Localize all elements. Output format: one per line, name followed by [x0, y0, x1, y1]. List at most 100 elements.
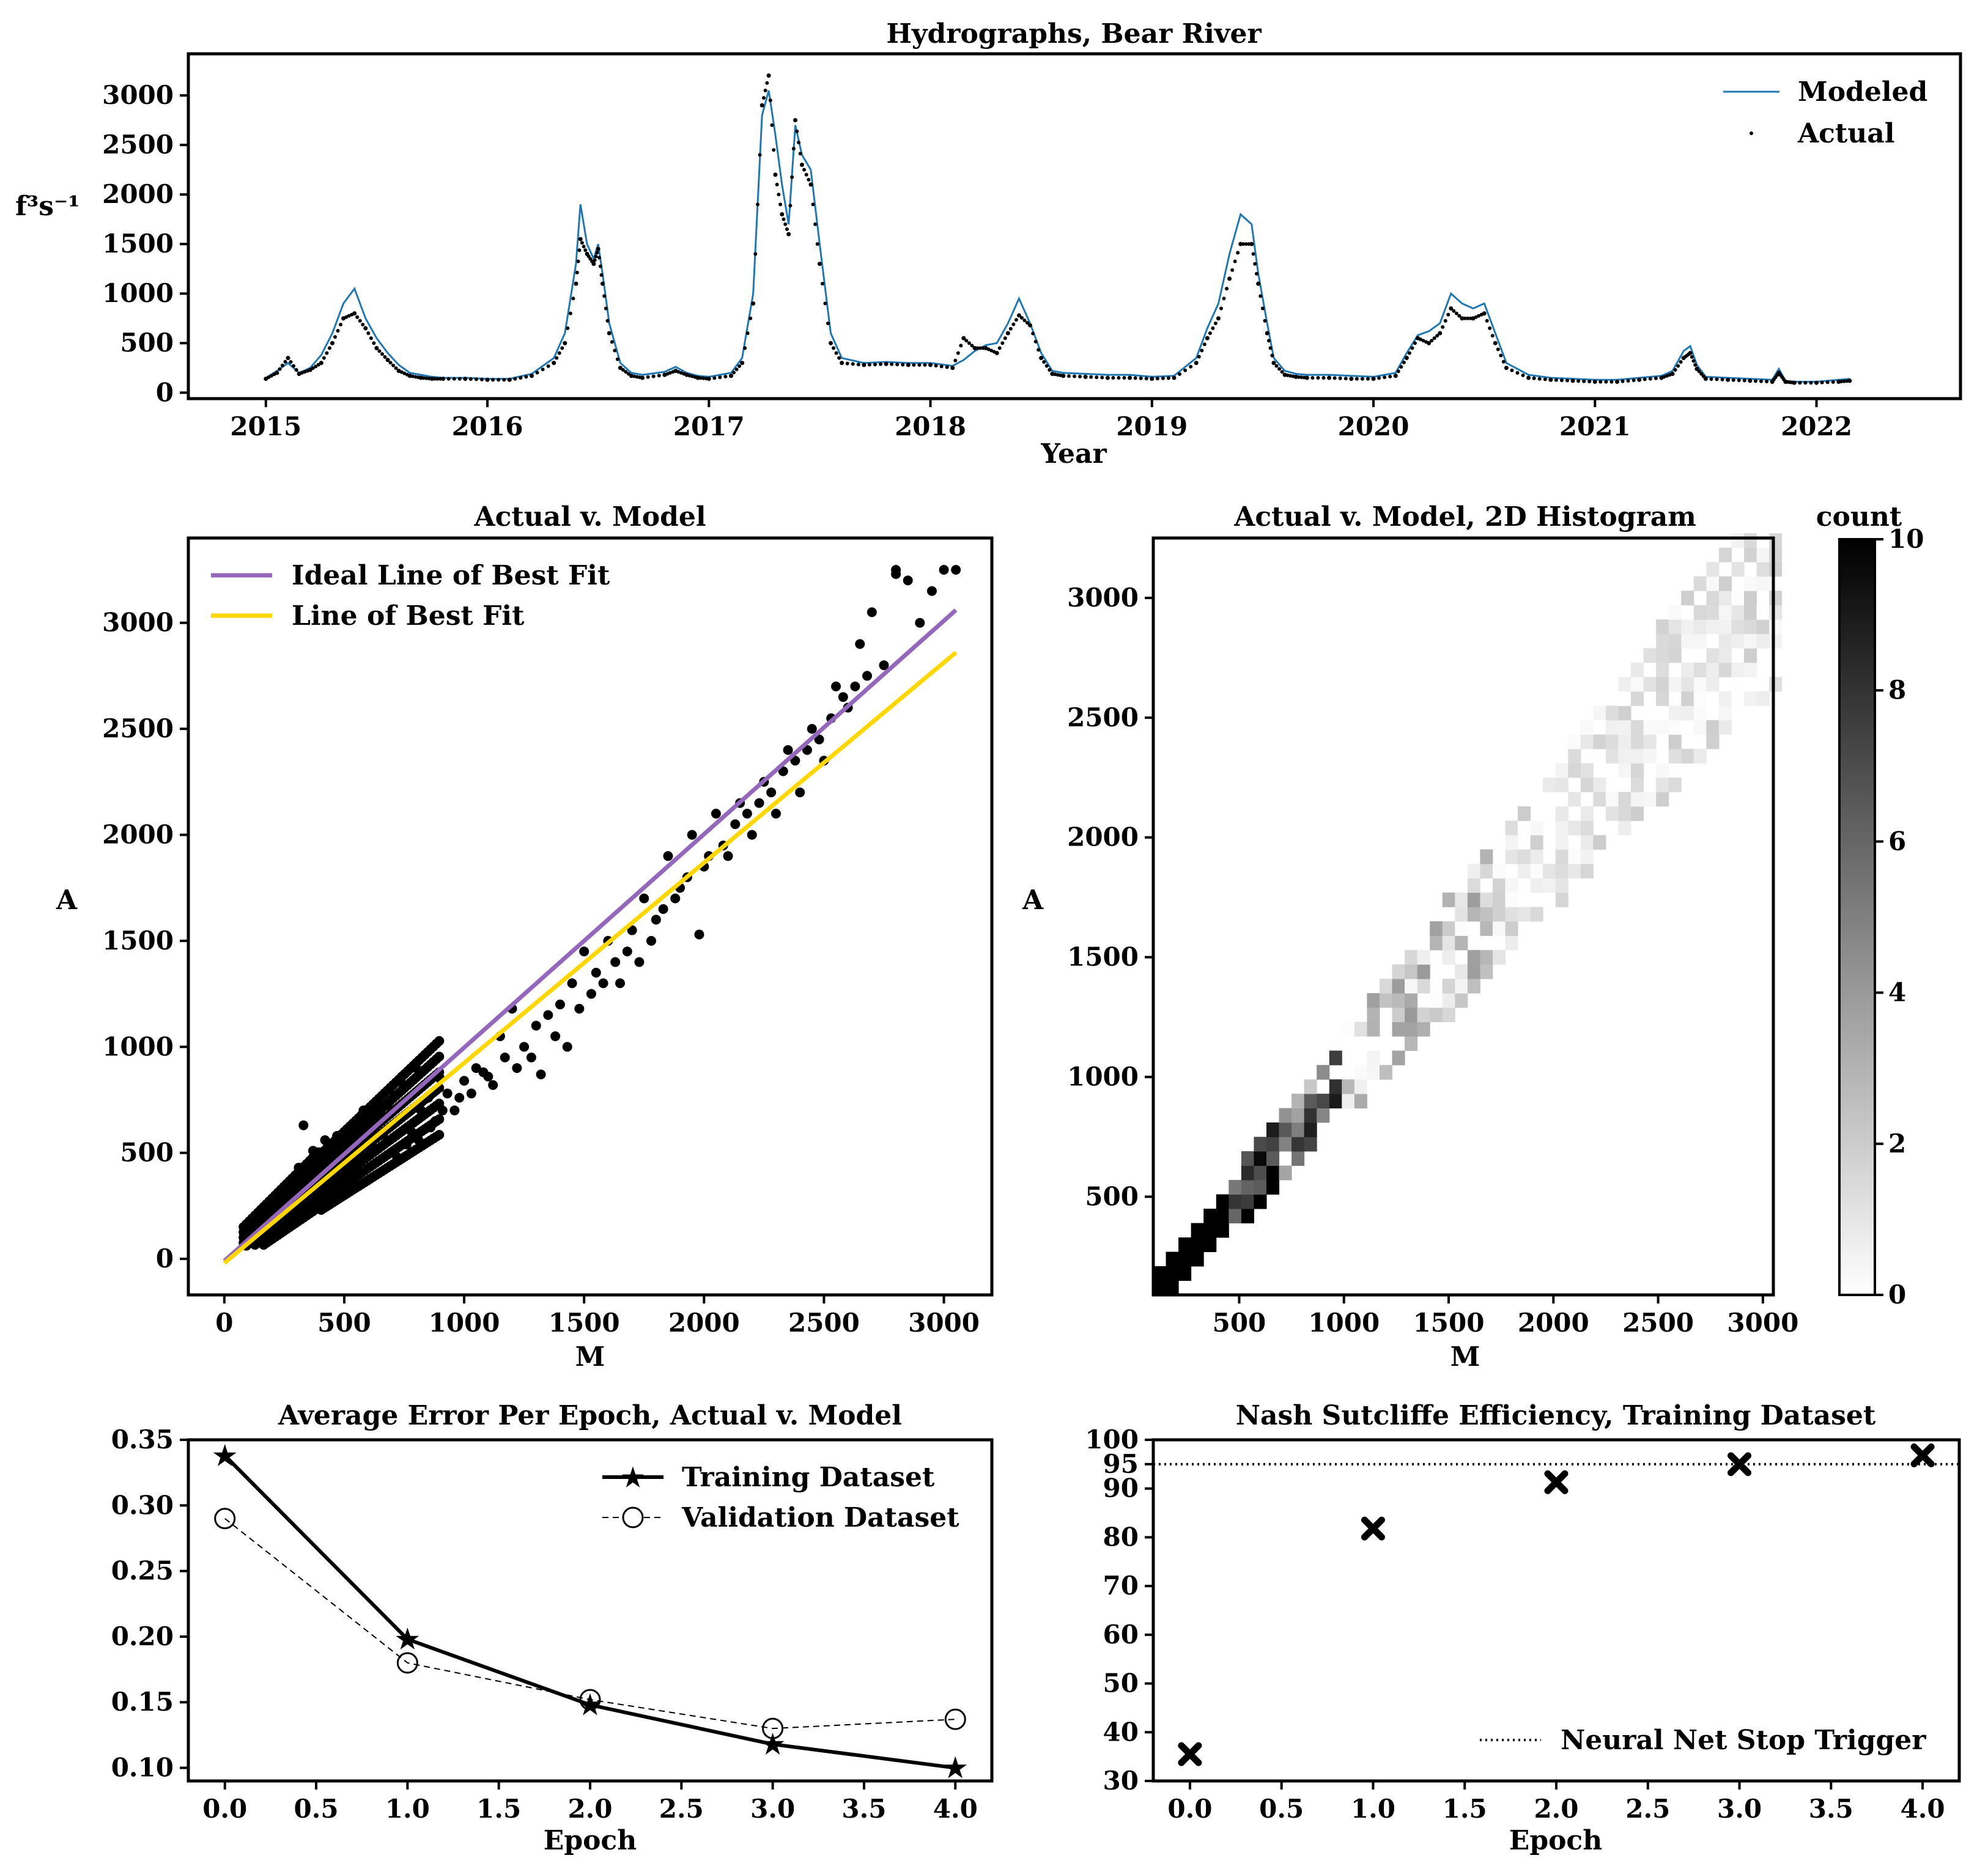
actual-point: [1288, 374, 1293, 378]
hist-bin: [1769, 591, 1783, 606]
scatter-point: [413, 1135, 424, 1145]
actual-point: [1454, 311, 1458, 315]
actual-point: [975, 346, 980, 350]
hist-bin: [1555, 835, 1569, 850]
hist-bin: [1241, 1194, 1254, 1209]
actual-point: [1117, 375, 1121, 380]
actual-point: [1432, 336, 1436, 341]
hist-bin: [1367, 1050, 1380, 1066]
hist-bin: [1580, 863, 1594, 879]
hist-bin: [1769, 605, 1783, 620]
hist-bin: [1706, 662, 1720, 677]
hist-bin: [1668, 748, 1682, 764]
hist-bin: [1505, 820, 1518, 836]
hist-bin: [1718, 633, 1732, 649]
actual-point: [1005, 331, 1010, 336]
hist-bin: [1455, 964, 1468, 979]
actual-point: [1482, 311, 1487, 316]
actual-point: [1216, 316, 1221, 321]
hist-bin: [1693, 691, 1707, 706]
hist-bin: [1317, 1108, 1330, 1123]
actual-point: [740, 361, 745, 366]
hist-bin: [1417, 978, 1430, 994]
scatter-point: [372, 1097, 383, 1107]
hydro-ytick-label: 1000: [102, 278, 174, 308]
actual-point: [1211, 326, 1215, 330]
scatter-ytick-label: 3000: [102, 608, 174, 638]
actual-point: [1249, 241, 1254, 246]
hist-bin: [1229, 1194, 1242, 1209]
actual-point: [807, 177, 811, 182]
hist-bin: [1769, 619, 1783, 635]
actual-point: [1407, 351, 1411, 355]
hist-bin: [1706, 677, 1720, 692]
hist-bin: [1555, 863, 1569, 879]
nse-point-stroke: [1178, 1742, 1202, 1766]
scatter-point: [615, 978, 626, 989]
scatter-point: [555, 999, 565, 1009]
hist-bin: [1480, 921, 1493, 936]
actual-point: [737, 364, 742, 368]
hist-bin: [1279, 1122, 1292, 1137]
scatter-point: [399, 1080, 410, 1090]
hist-bin: [1718, 605, 1732, 620]
hist-bin: [1304, 1108, 1317, 1123]
hist-bin: [1354, 1079, 1367, 1094]
legend-actual-swatch: [1750, 131, 1753, 135]
actual-point: [823, 301, 827, 306]
hist-bin: [1405, 1007, 1418, 1022]
actual-point: [602, 294, 607, 298]
hydro-xtick-label: 2017: [673, 411, 745, 441]
actual-point: [1061, 374, 1066, 378]
hist-bin: [1555, 892, 1569, 907]
actual-point: [1688, 350, 1693, 355]
actual-point: [1537, 377, 1542, 381]
actual-point: [593, 258, 597, 262]
best-fit-line: [223, 651, 958, 1265]
hist-bin: [1405, 1036, 1418, 1051]
actual-point: [758, 153, 762, 157]
actual-point: [1510, 368, 1514, 372]
hist-bin: [1618, 691, 1631, 706]
actual-point: [967, 341, 971, 345]
hist-bin: [1455, 935, 1468, 951]
hist-bin: [1392, 1022, 1405, 1037]
hist-bin: [1568, 792, 1581, 807]
hydro-xtick-label: 2018: [895, 411, 966, 441]
scatter-point: [879, 660, 889, 671]
actual-point: [1665, 374, 1669, 378]
actual-point: [706, 377, 711, 382]
actual-point: [695, 375, 700, 380]
hist-bin: [1455, 892, 1468, 907]
actual-point: [1128, 375, 1133, 380]
hist-bin: [1668, 734, 1682, 750]
hist-bin: [1706, 591, 1720, 606]
nse-xtick-label: 0.0: [1167, 1794, 1212, 1824]
hist-bin: [1467, 949, 1480, 965]
scatter-point: [747, 830, 757, 840]
actual-point: [1587, 380, 1592, 384]
actual-point: [1078, 374, 1082, 378]
actual-point: [300, 370, 304, 375]
hist-bin: [1492, 949, 1506, 965]
hist-bin: [1254, 1151, 1267, 1166]
legend-training-star: ★: [621, 1462, 645, 1492]
hist-bin: [1618, 748, 1631, 764]
error-panel: Average Error Per Epoch, Actual v. Model…: [111, 1400, 994, 1856]
hist-bin: [1505, 921, 1518, 936]
hist-bin: [1643, 734, 1657, 750]
hist-bin: [1718, 648, 1732, 663]
hist-bin: [1518, 892, 1531, 907]
hist-bin: [1668, 706, 1682, 721]
hist2d-panel: Actual v. Model, 2D Histogram A M 500 100…: [1022, 501, 1924, 1373]
hist-bin: [1593, 734, 1606, 750]
scatter-point: [543, 1010, 553, 1020]
actual-point: [1748, 378, 1753, 383]
actual-point: [701, 376, 706, 380]
actual-point: [1383, 375, 1387, 380]
actual-point: [804, 172, 808, 177]
actual-point: [1241, 242, 1246, 246]
training-point: ★: [578, 1690, 602, 1721]
actual-point: [765, 81, 769, 85]
nse-ytick-label: 90: [1103, 1473, 1139, 1503]
